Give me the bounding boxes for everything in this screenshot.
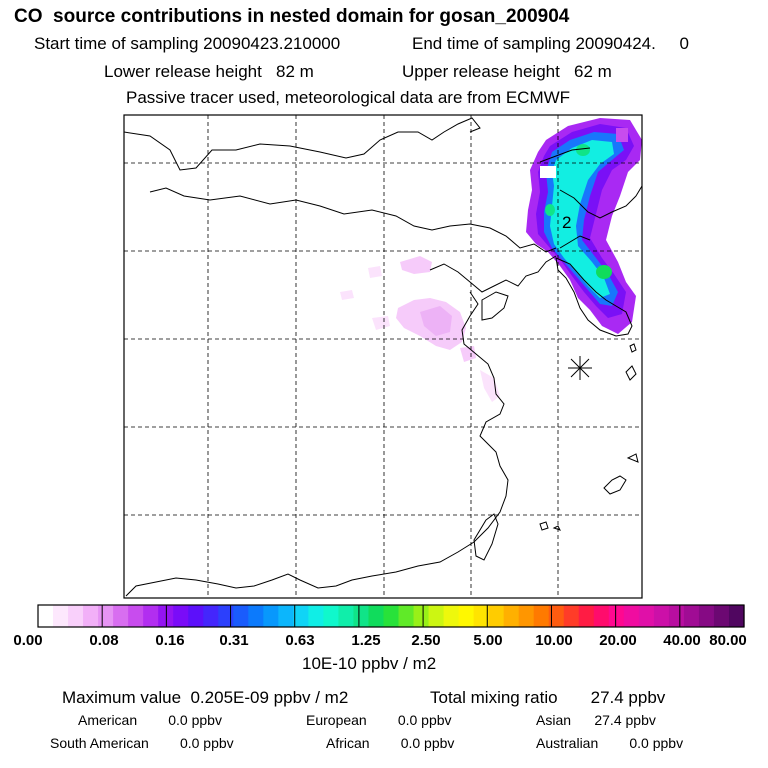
colorbar-swatch [128, 605, 144, 627]
colorbar-swatch [263, 605, 279, 627]
colorbar-swatch [533, 605, 550, 627]
colorbar-swatch [683, 605, 700, 627]
plume-peak-1 [596, 265, 612, 279]
colorbar-swatch [398, 605, 415, 627]
plume-peak-3 [545, 204, 555, 216]
colorbar-swatch [233, 605, 249, 627]
colorbar-swatch [53, 605, 69, 627]
colorbar-swatch [428, 605, 445, 627]
plume-layer [340, 118, 642, 402]
colorbar-label: 20.00 [599, 632, 637, 649]
colorbar-swatch [338, 605, 355, 627]
colorbar-swatch [308, 605, 324, 627]
end-time-label: End time of sampling 20090424. 0 [412, 34, 689, 53]
colorbar-label: 0.08 [89, 632, 119, 649]
colorbar-label: 1.25 [351, 632, 381, 649]
colorbar-swatch [713, 605, 730, 627]
colorbar-swatch [278, 605, 294, 627]
colorbar-label: 40.00 [663, 632, 701, 649]
colorbar-swatch [173, 605, 189, 627]
colorbar-swatch [668, 605, 685, 627]
start-time-label: Start time of sampling 20090423.210000 [34, 34, 341, 53]
colorbar [37, 604, 745, 628]
colorbar-label: 0.63 [285, 632, 315, 649]
colorbar-swatch [608, 605, 625, 627]
max-value: Maximum value 0.205E-09 ppbv / m2 [62, 688, 349, 707]
colorbar-swatch [113, 605, 129, 627]
plume-peak-2 [576, 144, 590, 156]
total-mixing-ratio: Total mixing ratio 27.4 ppbv [430, 688, 666, 707]
colorbar-swatch [623, 605, 640, 627]
colorbar-label: 0.16 [155, 632, 185, 649]
colorbar-frame [37, 604, 745, 628]
colorbar-swatch [188, 605, 204, 627]
colorbar-swatch [353, 605, 370, 627]
colorbar-swatch [293, 605, 309, 627]
colorbar-swatch [563, 605, 580, 627]
colorbar-label: 0.00 [13, 632, 43, 649]
colorbar-swatch [38, 605, 54, 627]
colorbar-label: 0.31 [219, 632, 249, 649]
colorbar-swatch [413, 605, 430, 627]
asterisk-station-icon [568, 356, 592, 380]
colorbar-swatch [458, 605, 475, 627]
colorbar-label: 80.00 [709, 632, 747, 649]
lower-release-label: Lower release height 82 m [104, 62, 314, 81]
colorbar-swatch [593, 605, 610, 627]
tracer-note: Passive tracer used, meteorological data… [126, 88, 571, 107]
asian-contribution: Asian 27.4 ppbv [536, 712, 656, 728]
colorbar-swatch [473, 605, 490, 627]
faint-patches [340, 256, 500, 402]
colorbar-swatch [83, 605, 99, 627]
colorbar-swatch [143, 605, 159, 627]
colorbar-swatch [518, 605, 535, 627]
colorbar-label: 5.00 [473, 632, 503, 649]
colorbar-swatch [368, 605, 385, 627]
colorbar-swatch [323, 605, 340, 627]
american-contribution: American 0.0 ppbv [78, 712, 222, 728]
colorbar-swatch [98, 605, 114, 627]
australian-contribution: Australian 0.0 ppbv [536, 735, 684, 751]
colorbar-swatch [383, 605, 400, 627]
colorbar-label: 2.50 [411, 632, 441, 649]
colorbar-unit: 10E-10 ppbv / m2 [302, 654, 437, 673]
colorbar-swatch [638, 605, 655, 627]
african-contribution: African 0.0 ppbv [326, 735, 455, 751]
colorbar-swatch [203, 605, 219, 627]
colorbar-swatch [728, 605, 745, 627]
european-contribution: European 0.0 ppbv [306, 712, 452, 728]
colorbar-swatch [443, 605, 460, 627]
colorbar-label: 10.00 [535, 632, 573, 649]
colorbar-swatch [548, 605, 565, 627]
colorbar-swatch [698, 605, 715, 627]
plume-cyan [550, 140, 614, 298]
colorbar-swatch [503, 605, 520, 627]
colorbar-swatch [578, 605, 595, 627]
graticule [124, 115, 642, 598]
plume-gap [540, 166, 556, 178]
map-frame [123, 114, 643, 599]
colorbar-swatch [68, 605, 84, 627]
upper-release-label: Upper release height 62 m [402, 62, 612, 81]
plot-title: CO source contributions in nested domain… [14, 6, 570, 27]
plume-patch [616, 128, 628, 142]
coastlines [124, 117, 642, 597]
location-label: 2 [562, 213, 571, 232]
colorbar-swatch [218, 605, 234, 627]
colorbar-swatch [248, 605, 264, 627]
south-american-contribution: South American 0.0 ppbv [50, 735, 234, 751]
colorbar-swatch [488, 605, 505, 627]
colorbar-swatch [653, 605, 670, 627]
